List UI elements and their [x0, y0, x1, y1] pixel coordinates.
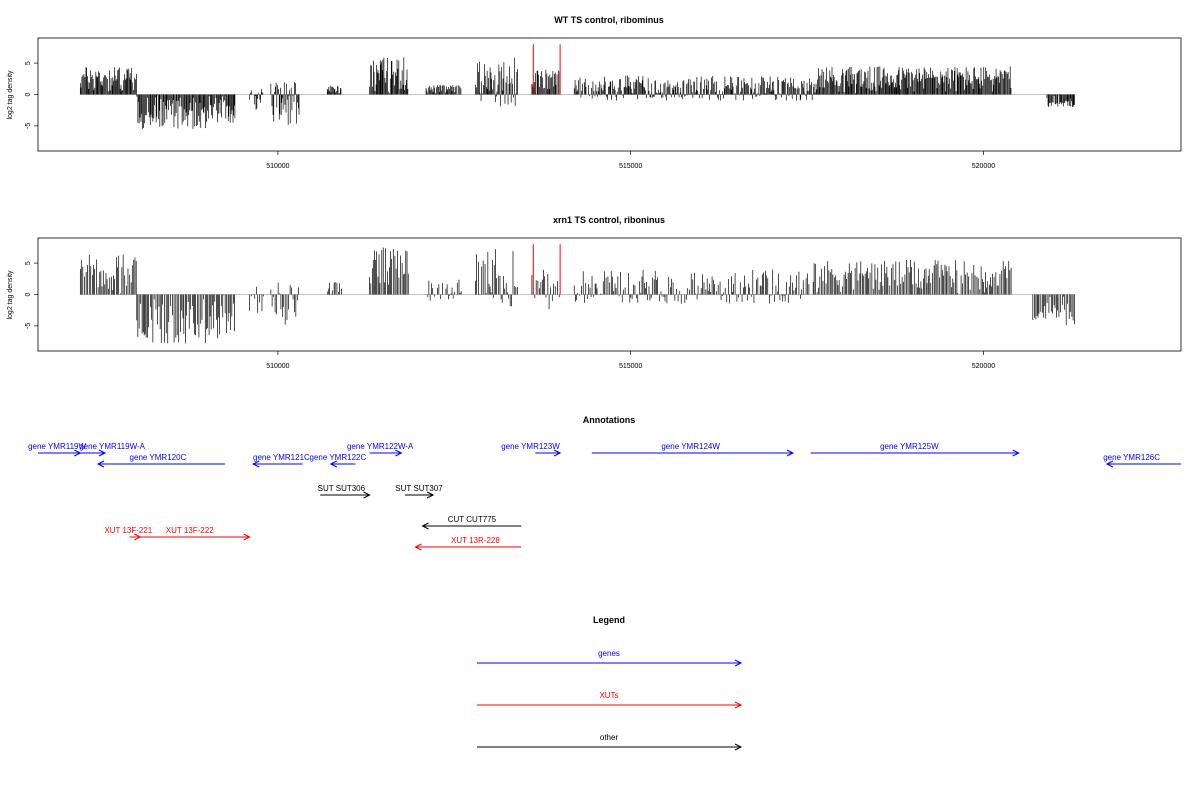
legend-title: Legend: [593, 615, 625, 625]
panel-title: xrn1 TS control, riboninus: [553, 215, 665, 225]
annotation-feature: CUT CUT775: [421, 515, 522, 530]
annotation-feature: gene YMR126C: [1103, 453, 1181, 468]
x-tick-label: 510000: [266, 163, 289, 170]
feature-arrowhead: [734, 743, 743, 751]
y-axis: -5 0 5: [25, 261, 38, 329]
x-axis: 510000 515000 520000: [266, 351, 995, 370]
feature-arrowhead: [426, 491, 435, 499]
annotation-feature: gene YMR119W-A: [69, 442, 146, 457]
annotation-feature: gene YMR119W: [28, 442, 86, 457]
annotation-feature: XUT 13R-228: [414, 536, 522, 551]
annotation-label: gene YMR123W: [501, 442, 560, 451]
x-tick-label: 510000: [266, 363, 289, 370]
annotation-label: gene YMR124W: [661, 442, 720, 451]
feature-arrowhead: [553, 449, 562, 457]
feature-arrowhead: [395, 449, 403, 457]
legend-entries: genes XUTs other: [477, 649, 743, 751]
y-axis-label: log2 tag density: [7, 70, 14, 120]
annotation-feature: gene YMR122W-A: [347, 442, 414, 457]
annotation-label: XUT 13F-221: [104, 526, 152, 535]
annotation-label: CUT CUT775: [448, 515, 497, 524]
feature-arrowhead: [1012, 449, 1020, 457]
x-tick-label: 520000: [972, 363, 995, 370]
annotation-label: SUT SUT307: [395, 484, 443, 493]
feature-arrowhead: [243, 533, 251, 541]
feature-arrowhead: [734, 659, 743, 667]
feature-arrowhead: [96, 460, 105, 468]
y-tick-label: 0: [25, 292, 32, 296]
annotation-feature: gene YMR124W: [591, 442, 795, 457]
annotation-label: XUT 13R-228: [451, 536, 500, 545]
annotation-label: gene YMR122W-A: [347, 442, 414, 451]
legend-entry: XUTs: [477, 691, 743, 709]
annotation-feature: gene YMR120C: [96, 453, 225, 468]
annotation-label: gene YMR120C: [130, 453, 187, 462]
xrn1-coverage-panel: xrn1 TS control, riboninus log2 tag dens…: [7, 215, 1182, 370]
coverage-bars: [79, 244, 1076, 344]
y-tick-label: 0: [25, 92, 32, 96]
feature-arrowhead: [421, 522, 429, 530]
feature-arrowhead: [1105, 460, 1114, 468]
annotation-feature: XUT 13F-221: [104, 526, 153, 541]
annotation-feature: SUT SUT306: [318, 484, 371, 499]
feature-arrowhead: [734, 701, 743, 709]
annotation-label: gene YMR121C: [253, 453, 310, 462]
annotation-label: gene YMR126C: [1103, 453, 1160, 462]
legend-entry: genes: [477, 649, 743, 667]
legend-panel: Legend genes XUTs other: [477, 615, 743, 751]
x-tick-label: 515000: [619, 163, 642, 170]
annotation-feature: XUT 13F-222: [140, 526, 251, 541]
feature-arrowhead: [329, 460, 338, 468]
annotation-label: gene YMR125W: [880, 442, 939, 451]
annotation-feature: gene YMR123W: [501, 442, 562, 457]
y-tick-label: 5: [25, 61, 32, 65]
y-axis: -5 0 5: [25, 61, 38, 129]
legend-label: XUTs: [599, 691, 618, 700]
x-tick-label: 515000: [619, 363, 642, 370]
wt-coverage-panel: WT TS control, ribominus log2 tag densit…: [7, 15, 1182, 170]
coverage-bars: [79, 44, 1076, 130]
annotation-label: SUT SUT306: [318, 484, 366, 493]
x-tick-label: 520000: [972, 163, 995, 170]
feature-arrowhead: [786, 449, 795, 457]
y-tick-label: -5: [25, 123, 32, 129]
y-tick-label: 5: [25, 261, 32, 265]
y-tick-label: -5: [25, 323, 32, 329]
annotation-feature: gene YMR121C: [252, 453, 310, 468]
legend-entry: other: [477, 733, 743, 751]
annotations-title: Annotations: [583, 415, 636, 425]
feature-arrowhead: [363, 491, 371, 499]
annotation-feature: SUT SUT307: [395, 484, 443, 499]
feature-arrowhead: [414, 543, 422, 551]
feature-arrowhead: [98, 449, 107, 457]
annotation-feature: gene YMR125W: [810, 442, 1020, 457]
panel-title: WT TS control, ribominus: [554, 15, 664, 25]
annotation-label: gene YMR119W: [28, 442, 86, 451]
feature-arrowhead: [252, 460, 260, 468]
annotation-label: XUT 13F-222: [166, 526, 214, 535]
annotation-label: gene YMR122C: [309, 453, 366, 462]
legend-label: genes: [598, 649, 620, 658]
legend-label: other: [600, 733, 619, 742]
x-axis: 510000 515000 520000: [266, 151, 995, 170]
annotation-feature: gene YMR122C: [309, 453, 366, 468]
annotation-label: gene YMR119W-A: [79, 442, 145, 451]
y-axis-label: log2 tag density: [7, 270, 14, 320]
